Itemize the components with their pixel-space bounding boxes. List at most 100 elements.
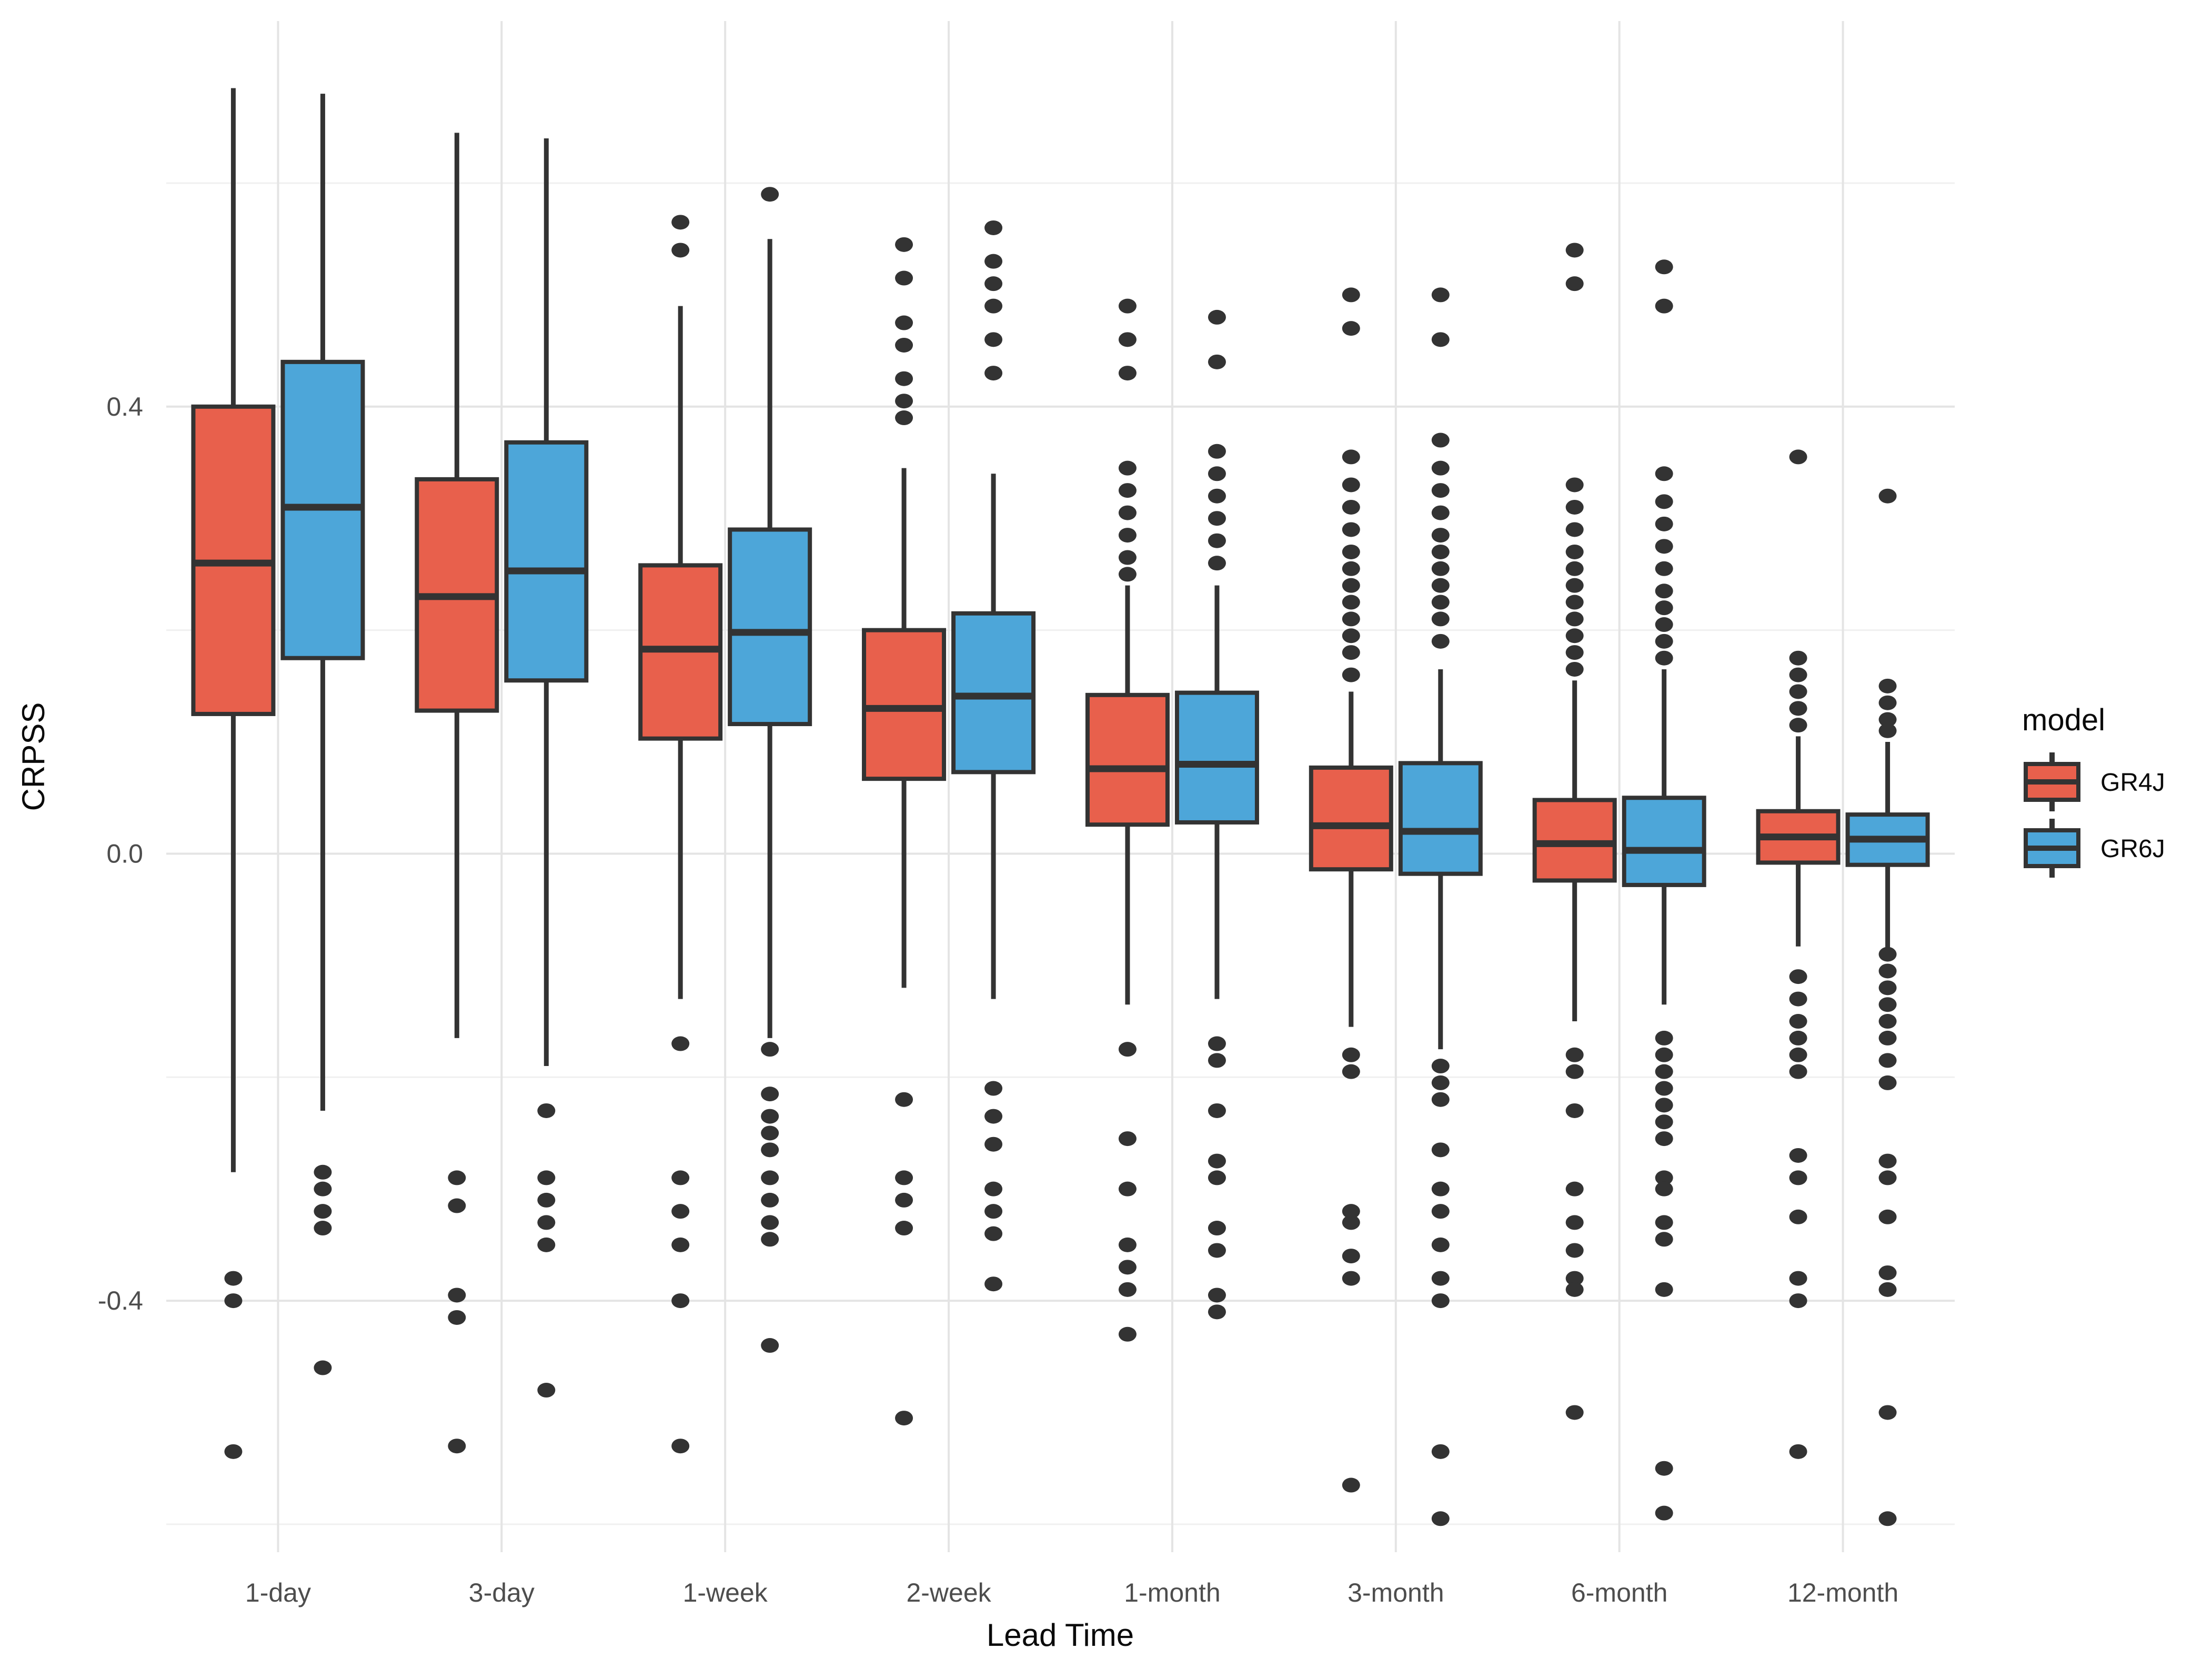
outlier-point: [1655, 561, 1673, 576]
outlier-point: [1565, 1103, 1584, 1118]
outlier-point: [1655, 617, 1673, 632]
outlier-point: [1431, 595, 1450, 610]
outlier-point: [1878, 997, 1897, 1012]
outlier-point: [984, 366, 1003, 381]
outlier-point: [1208, 1221, 1226, 1236]
outlier-point: [895, 371, 913, 386]
boxplot-gr6j-6-month: [1622, 259, 1706, 1521]
box-iqr: [1398, 761, 1483, 876]
outlier-point: [1208, 444, 1226, 459]
outlier-point: [1342, 321, 1360, 336]
outlier-point: [1565, 477, 1584, 492]
outlier-point: [1565, 1215, 1584, 1230]
outlier-point: [1878, 1282, 1897, 1297]
boxplot-gr4j-6-month: [1532, 243, 1617, 1420]
outlier-point: [1208, 354, 1226, 369]
outlier-point: [1342, 667, 1360, 682]
outlier-point: [1655, 259, 1673, 275]
box-iqr: [1174, 690, 1259, 825]
outlier-point: [1878, 1405, 1897, 1420]
outlier-point: [1118, 1326, 1137, 1342]
legend-label-gr6j: GR6J: [2100, 835, 2165, 863]
outlier-point: [984, 1081, 1003, 1096]
outlier-point: [1565, 661, 1584, 677]
outlier-point: [895, 1170, 913, 1185]
outlier-point: [1565, 499, 1584, 515]
boxplot-gr4j-2-week: [862, 237, 947, 1426]
outlier-point: [1655, 1282, 1673, 1297]
x-tick-label: 2-week: [906, 1578, 991, 1607]
outlier-point: [1655, 1131, 1673, 1147]
outlier-point: [1878, 1053, 1897, 1068]
grid-layer: [166, 21, 1955, 1552]
outlier-point: [1208, 556, 1226, 571]
outlier-point: [1789, 1047, 1807, 1062]
outlier-point: [1431, 1142, 1450, 1158]
outlier-point: [1655, 1047, 1673, 1062]
outlier-point: [895, 410, 913, 426]
boxplot-gr4j-1-month: [1085, 298, 1170, 1342]
outlier-point: [1431, 505, 1450, 520]
outlier-point: [1342, 561, 1360, 576]
outlier-point: [761, 1142, 779, 1158]
outlier-point: [761, 1109, 779, 1124]
outlier-point: [1342, 477, 1360, 492]
outlier-point: [984, 1276, 1003, 1292]
outlier-point: [448, 1170, 466, 1185]
outlier-point: [224, 1444, 243, 1459]
boxplot-gr6j-3-month: [1398, 287, 1483, 1526]
outlier-point: [224, 1293, 243, 1309]
outlier-point: [1118, 460, 1137, 476]
outlier-point: [1655, 298, 1673, 314]
outlier-point: [1342, 611, 1360, 627]
outlier-point: [1118, 366, 1137, 381]
outlier-point: [761, 1232, 779, 1247]
outlier-point: [314, 1204, 332, 1219]
outlier-point: [1655, 1181, 1673, 1197]
outlier-point: [1118, 332, 1137, 347]
outlier-point: [1342, 544, 1360, 559]
outlier-point: [1655, 466, 1673, 481]
outlier-point: [1431, 1293, 1450, 1309]
outlier-point: [1342, 1271, 1360, 1286]
outlier-point: [1342, 595, 1360, 610]
outlier-point: [1655, 1215, 1673, 1230]
outlier-point: [1878, 963, 1897, 979]
outlier-point: [984, 298, 1003, 314]
outlier-point: [1789, 1293, 1807, 1309]
axis-tick-labels: -0.4 0.0 0.4 1-day 3-day 1-week 2-week 1-month 3…: [98, 392, 1898, 1607]
outlier-point: [895, 237, 913, 252]
outlier-point: [671, 1204, 690, 1219]
x-tick-label: 1-month: [1124, 1578, 1220, 1607]
outlier-point: [1565, 1282, 1584, 1297]
outlier-point: [1118, 483, 1137, 498]
outlier-point: [1789, 1030, 1807, 1045]
outlier-point: [1431, 1444, 1450, 1459]
outlier-point: [1655, 634, 1673, 649]
outlier-point: [1118, 1237, 1137, 1252]
outlier-point: [1431, 433, 1450, 448]
outlier-point: [1431, 1511, 1450, 1526]
y-tick-label: 0.4: [106, 392, 143, 421]
outlier-point: [537, 1103, 556, 1118]
outlier-point: [1208, 488, 1226, 504]
outlier-point: [314, 1181, 332, 1197]
outlier-point: [1118, 550, 1137, 565]
outlier-point: [671, 243, 690, 258]
outlier-point: [1878, 1153, 1897, 1169]
outlier-point: [1655, 1081, 1673, 1096]
outlier-point: [448, 1310, 466, 1325]
outlier-point: [895, 315, 913, 330]
outlier-point: [1431, 578, 1450, 593]
outlier-point: [1655, 1064, 1673, 1079]
box-iqr: [728, 527, 812, 727]
x-axis-title: Lead Time: [987, 1617, 1134, 1653]
outlier-point: [671, 1170, 690, 1185]
outlier-point: [671, 1237, 690, 1252]
x-tick-label: 3-day: [469, 1578, 535, 1607]
outlier-point: [984, 1204, 1003, 1219]
boxplot-gr4j-1-week: [638, 215, 723, 1454]
outlier-point: [1655, 650, 1673, 666]
outlier-point: [1655, 600, 1673, 616]
outlier-point: [1565, 544, 1584, 559]
